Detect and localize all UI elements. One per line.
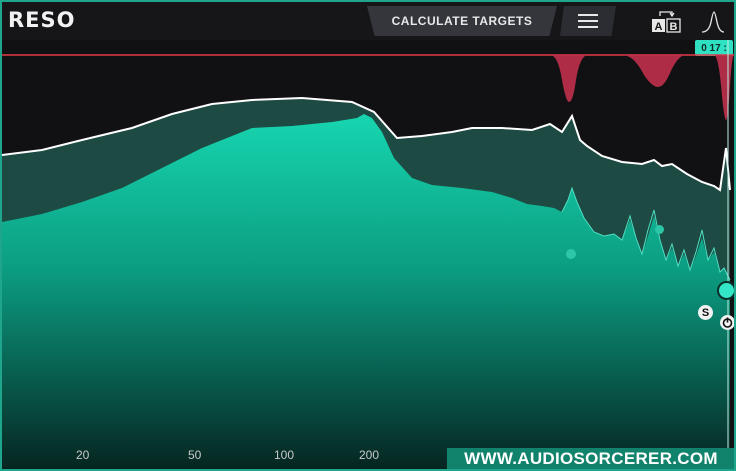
- app-logo: RESO: [8, 8, 76, 32]
- ab-label-a: A: [655, 21, 663, 33]
- target-curve: [2, 96, 731, 192]
- resonance-detail-line: [561, 186, 731, 281]
- peak-view-button[interactable]: [700, 10, 726, 34]
- resonance-cut-1: [550, 55, 588, 102]
- top-toolbar: RESO CALCULATE TARGETS A B: [2, 2, 734, 40]
- freq-label-200: 200: [359, 448, 380, 462]
- freq-label-50: 50: [188, 448, 202, 462]
- ab-label-b: B: [670, 21, 678, 33]
- freq-label-20: 20: [76, 448, 90, 462]
- resonance-cut-2: [622, 55, 686, 87]
- resonance-cut-3: [714, 55, 734, 120]
- band-power-button[interactable]: [720, 315, 734, 330]
- calculate-targets-button[interactable]: CALCULATE TARGETS: [367, 6, 557, 36]
- freq-label-100: 100: [274, 448, 295, 462]
- band-node-1[interactable]: [566, 249, 576, 259]
- spectrum-fill: [2, 114, 730, 469]
- band-node-2[interactable]: [655, 225, 664, 234]
- solo-button[interactable]: S: [698, 305, 713, 320]
- watermark-banner: WWW.AUDIOSORCERER.COM: [447, 448, 734, 469]
- spectrum-display[interactable]: [2, 40, 734, 469]
- menu-button[interactable]: [560, 6, 616, 36]
- ab-compare-button[interactable]: A B: [650, 10, 684, 34]
- peak-shape-icon: [701, 11, 725, 33]
- power-icon: [722, 317, 733, 328]
- ab-compare-icon: A B: [652, 11, 681, 33]
- band-handle[interactable]: [719, 283, 734, 298]
- hamburger-menu-icon: [578, 14, 598, 28]
- band-value-readout: 0 17 :: [695, 40, 733, 56]
